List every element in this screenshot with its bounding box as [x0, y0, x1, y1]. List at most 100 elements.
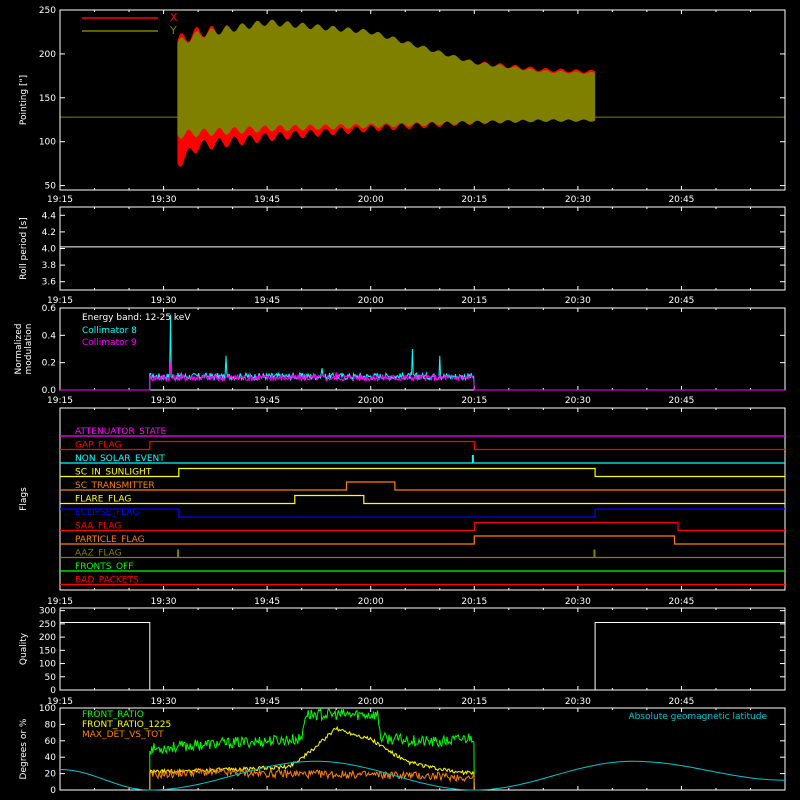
roll-xtick-label: 19:30: [151, 296, 177, 306]
roll-ytick-label: 4.2: [42, 228, 56, 238]
flag-line-flare-flag: [60, 494, 785, 505]
quality-ytick-label: 300: [39, 607, 56, 617]
ratio-series-max-det-vs-tot: [149, 766, 475, 791]
modulation-xtick-label: 19:30: [151, 396, 177, 406]
modulation-series-collimator-8: [60, 314, 785, 391]
quality-xtick-label: 20:00: [358, 697, 384, 707]
flag-label-non-solar-event: NON_SOLAR_EVENT: [75, 454, 165, 464]
modulation-ytick-label: 0.2: [42, 359, 56, 369]
ratios-axes-frame: [59, 707, 786, 791]
flag-label-sc-transmitter: SC_TRANSMITTER: [75, 481, 155, 491]
roll-ytick-label: 3.6: [42, 278, 57, 288]
quality-xtick-label: 20:15: [461, 697, 487, 707]
flag-label-bad-packets: BAD_PACKETS: [75, 576, 139, 586]
modulation-series-collimator-9: [60, 362, 785, 391]
roll-axes-frame: [59, 206, 786, 291]
modulation-ytick-label: 0.6: [42, 304, 57, 314]
flag-label-attenuator-state: ATTENUATOR_STATE: [75, 427, 167, 437]
flags-panel: 19:15 19:30 19:45 20:00 20:15 20:30 20:45 Flags…: [19, 407, 786, 607]
roll-panel: 19:15 19:30 19:45 20:00 20:15 20:30 20:45 3.6 3.…: [19, 206, 786, 306]
quality-axes-frame: [59, 607, 786, 691]
flag-line-sc-transmitter: [60, 481, 785, 491]
pointing-xtick-label: 19:15: [47, 195, 73, 205]
flag-pulse-aaz-flag: [593, 549, 596, 558]
pointing-axes-frame: [59, 9, 786, 191]
roll-ytick-label: 4.0: [42, 245, 57, 255]
pointing-xtick-label: 20:00: [358, 195, 384, 205]
flag-label-flare-flag: FLARE_FLAG: [75, 495, 131, 505]
modulation-xtick-label: 19:15: [47, 396, 73, 406]
flags-xtick-label: 20:15: [461, 597, 487, 607]
ratio-legend-max-det-vs-tot: MAX_DET_VS_TOT: [82, 730, 164, 740]
pointing-legend-x: X: [170, 11, 178, 24]
ratio-series-absolute-geomagnetic-latitude: [59, 760, 786, 791]
roll-xtick-label: 19:15: [47, 296, 73, 306]
modulation-legend-collimator-8: Collimator 8: [82, 326, 137, 336]
ratios-ytick-label: 80: [45, 720, 57, 730]
flags-xtick-label: 19:45: [254, 597, 280, 607]
modulation-panel: 19:15 19:30 19:45 20:00 20:15 20:30 20:45 0.0 0.…: [14, 304, 786, 406]
pointing-series-y: [177, 19, 596, 139]
flag-label-fronts-off: FRONTS_OFF: [75, 562, 133, 572]
flag-line-particle-flag: [60, 535, 785, 545]
roll-xtick-label: 20:00: [358, 296, 384, 306]
ratios-ylabel: Degrees or %: [19, 718, 29, 779]
roll-xtick-label: 20:45: [668, 296, 694, 306]
flag-label-sc-in-sunlight: SC_IN_SUNLIGHT: [75, 468, 152, 478]
ratios-ytick-label: 40: [45, 753, 57, 763]
quality-ytick-label: 100: [39, 660, 56, 670]
quality-ytick-label: 50: [45, 673, 57, 683]
quality-xtick-label: 19:30: [151, 697, 177, 707]
flag-label-gap-flag: GAP_FLAG: [75, 441, 121, 451]
flag-label-aaz-flag: AAZ_FLAG: [75, 549, 122, 559]
quality-ylabel: Quality: [19, 632, 29, 665]
modulation-axes-frame: [59, 307, 786, 391]
ratios-panel: 0 20 40 60 80 100 Degrees or % FRONT_RATIOFRONT…: [19, 704, 786, 796]
ratios-ytick-label: 60: [45, 737, 57, 747]
quality-xtick-label: 19:15: [47, 697, 73, 707]
ratios-ytick-label: 100: [39, 704, 56, 714]
flag-line-gap-flag: [60, 440, 785, 451]
flag-pulse-aaz-flag: [177, 549, 180, 558]
pointing-xtick-label: 19:45: [254, 195, 280, 205]
modulation-xtick-label: 19:45: [254, 396, 280, 406]
ratio-series-front-ratio-1225: [149, 725, 475, 791]
modulation-ylabel: modulation: [24, 324, 34, 375]
pointing-ytick-label: 50: [45, 182, 57, 192]
pointing-ytick-label: 150: [39, 94, 56, 104]
pointing-panel: 19:15 19:30 19:45 20:00 20:15 20:30 20:45 50 100…: [19, 6, 786, 205]
flags-xtick-label: 19:30: [151, 597, 177, 607]
flag-line-saa-flag: [60, 521, 785, 532]
flag-line-eclipse-flag: [60, 508, 785, 518]
ratio-legend-geomagnetic-latitude: Absolute geomagnetic latitude: [628, 712, 767, 722]
flags-xtick-label: 20:45: [668, 597, 694, 607]
pointing-ytick-label: 200: [39, 50, 56, 60]
quality-panel: 19:15 19:30 19:45 20:00 20:15 20:30 20:45 0 50 10…: [19, 607, 786, 707]
pointing-xtick-label: 20:15: [461, 195, 487, 205]
flag-label-eclipse-flag: ECLIPSE_FLAG: [75, 508, 139, 518]
quality-ytick-label: 150: [39, 646, 56, 656]
roll-xtick-label: 20:15: [461, 296, 487, 306]
modulation-ytick-label: 0.4: [42, 331, 57, 341]
pointing-xtick-label: 19:30: [151, 195, 177, 205]
quality-xtick-label: 20:45: [668, 697, 694, 707]
flags-xtick-label: 19:15: [47, 597, 73, 607]
pointing-ytick-label: 100: [39, 138, 56, 148]
roll-xtick-label: 20:30: [565, 296, 591, 306]
quality-xtick-label: 20:30: [565, 697, 591, 707]
ratio-series-front-ratio: [149, 707, 475, 791]
quality-ytick-label: 200: [39, 633, 56, 643]
quality-ytick-label: 250: [39, 620, 56, 630]
modulation-xtick-label: 20:00: [358, 396, 384, 406]
pointing-legend-y: Y: [169, 24, 177, 37]
flag-label-saa-flag: SAA_FLAG: [75, 522, 121, 532]
pointing-ylabel: Pointing ["]: [19, 75, 29, 125]
flag-line-sc-in-sunlight: [60, 467, 785, 478]
modulation-xtick-label: 20:30: [565, 396, 591, 406]
pointing-xtick-label: 20:45: [668, 195, 694, 205]
roll-ytick-label: 4.4: [42, 211, 57, 221]
roll-xtick-label: 19:45: [254, 296, 280, 306]
modulation-energy-band: Energy band: 12-25 keV: [82, 313, 191, 323]
ratios-ytick-label: 0: [50, 786, 56, 796]
